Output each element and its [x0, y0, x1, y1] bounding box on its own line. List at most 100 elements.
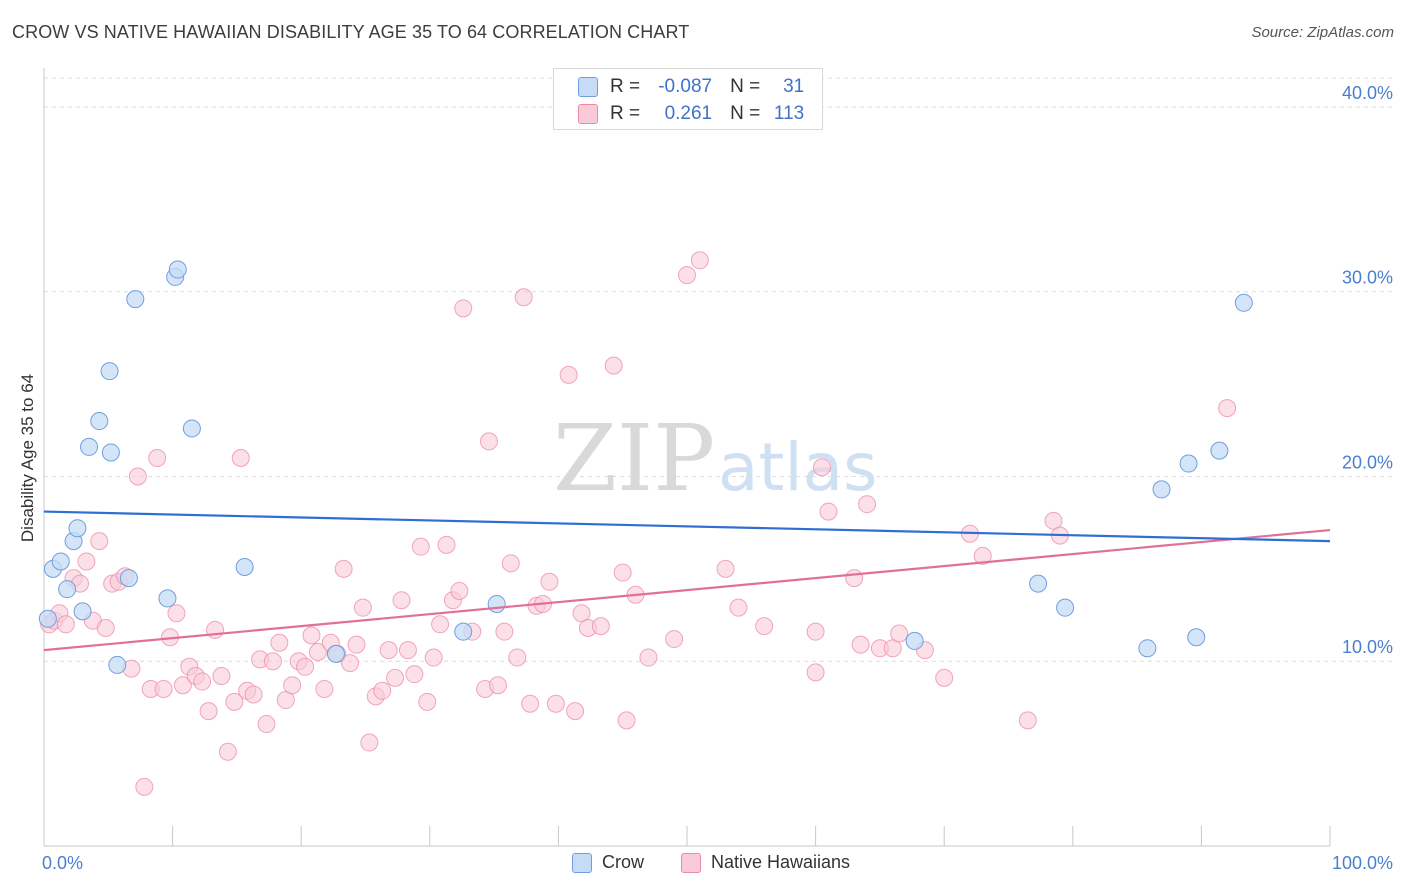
- hawaiian-point: [173, 676, 192, 695]
- crow-point: [905, 631, 924, 650]
- y-tick-label: 30.0%: [1342, 268, 1393, 288]
- hawaiian-point: [806, 622, 825, 641]
- hawaiian-point: [690, 251, 709, 270]
- crow-point: [168, 260, 187, 279]
- crow-trend-line: [43, 510, 1331, 543]
- y-axis-label: Disability Age 35 to 64: [18, 374, 37, 542]
- crow-point: [119, 569, 138, 588]
- hawaiian-trend-line: [43, 528, 1331, 652]
- crow-r-label: R =: [610, 76, 641, 97]
- series-legend: Crow Native Hawaiians: [0, 852, 1406, 878]
- crow-point: [487, 594, 506, 613]
- hawaiian-point: [231, 449, 250, 467]
- hawaiian-point: [56, 615, 75, 634]
- hawaiian-point: [566, 702, 585, 721]
- hawaiian-point: [617, 711, 636, 730]
- hawaiian-point: [546, 694, 565, 713]
- hawaiian-point: [639, 648, 658, 667]
- hawaiian-point: [135, 777, 154, 796]
- hawaiian-r-value: 0.261: [664, 103, 713, 124]
- hawaiian-point: [591, 617, 610, 636]
- y-tick-label: 10.0%: [1342, 637, 1393, 657]
- hawaiian-point: [613, 563, 632, 582]
- legend-hawaiian-swatch: [681, 852, 701, 873]
- hawaiian-point: [315, 679, 334, 698]
- hawaiian-point: [193, 672, 212, 691]
- crow-point: [108, 655, 127, 674]
- crow-n-value: 31: [783, 76, 805, 97]
- crow-point: [68, 519, 87, 538]
- hawaiian-point: [360, 733, 379, 752]
- legend-crow-label: Crow: [602, 852, 645, 872]
- hawaiian-n-value: 113: [773, 103, 805, 124]
- hawaiian-point: [411, 537, 430, 556]
- hawaiian-point: [819, 502, 838, 521]
- hawaiian-point: [270, 633, 289, 652]
- hawaiian-point: [521, 694, 540, 713]
- hawaiian-point: [96, 618, 115, 637]
- hawaiian-point: [454, 299, 473, 318]
- hawaiian-n-label: N =: [730, 103, 761, 124]
- crow-point: [1179, 454, 1198, 473]
- correlation-legend: R = -0.087 N = 31 R = 0.261 N = 113: [553, 68, 823, 130]
- hawaiian-point: [890, 624, 909, 643]
- crow-point: [1152, 480, 1171, 499]
- legend-item-hawaiian[interactable]: Native Hawaiians: [681, 852, 850, 873]
- x-tick-label: 0.0%: [42, 853, 83, 873]
- crow-point: [80, 437, 99, 456]
- crow-swatch: [578, 77, 598, 97]
- crow-point: [326, 644, 345, 663]
- crow-point: [126, 290, 145, 309]
- crow-point: [1187, 628, 1206, 647]
- crow-point: [38, 609, 57, 628]
- hawaiian-point: [858, 495, 877, 514]
- hawaiian-point: [729, 598, 748, 617]
- hawaiian-point: [450, 582, 469, 601]
- hawaiian-point: [148, 449, 167, 467]
- crow-point: [1138, 639, 1157, 658]
- hawaiian-point: [813, 458, 832, 477]
- watermark-atlas: atlas: [718, 429, 878, 506]
- hawaiian-point: [437, 535, 456, 554]
- crow-r-value: -0.087: [658, 76, 713, 97]
- hawaiian-point: [755, 617, 774, 636]
- hawaiian-point: [806, 663, 825, 682]
- hawaiian-point: [405, 665, 424, 684]
- hawaiian-point: [559, 365, 578, 384]
- chart-title: CROW VS NATIVE HAWAIIAN DISABILITY AGE 3…: [12, 22, 690, 42]
- hawaiian-point: [308, 643, 327, 661]
- hawaiian-point: [218, 742, 237, 761]
- crow-point: [100, 362, 119, 381]
- hawaiian-point: [167, 604, 186, 623]
- hawaiian-point: [1218, 399, 1237, 418]
- hawaiian-point: [398, 641, 417, 660]
- hawaiian-point: [77, 552, 96, 571]
- hawaiian-point: [851, 635, 870, 654]
- hawaiian-point: [257, 715, 276, 734]
- hawaiian-point: [678, 266, 696, 285]
- hawaiian-point: [514, 288, 533, 307]
- hawaiian-point: [418, 692, 437, 711]
- crow-point: [1234, 293, 1253, 312]
- hawaiian-point: [716, 559, 735, 578]
- legend-crow-swatch: [572, 852, 592, 873]
- legend-item-crow[interactable]: Crow: [572, 852, 644, 873]
- hawaiian-point: [845, 569, 864, 588]
- hawaiian-point: [347, 635, 366, 654]
- crow-point: [73, 602, 92, 621]
- crow-point: [58, 580, 77, 599]
- hawaiian-point: [935, 668, 954, 687]
- hawaiian-point: [431, 615, 450, 634]
- crow-point: [158, 589, 177, 608]
- hawaiian-point: [225, 692, 244, 711]
- crow-point: [235, 558, 254, 577]
- trend-lines: [43, 510, 1331, 652]
- hawaiian-point: [973, 546, 992, 565]
- x-tick-label: 100.0%: [1332, 853, 1393, 873]
- hawaiian-point: [353, 598, 372, 617]
- hawaiian-point: [479, 432, 498, 451]
- hawaiian-point: [90, 532, 109, 551]
- hawaiian-points-group: [40, 251, 1237, 796]
- hawaiian-point: [296, 657, 315, 676]
